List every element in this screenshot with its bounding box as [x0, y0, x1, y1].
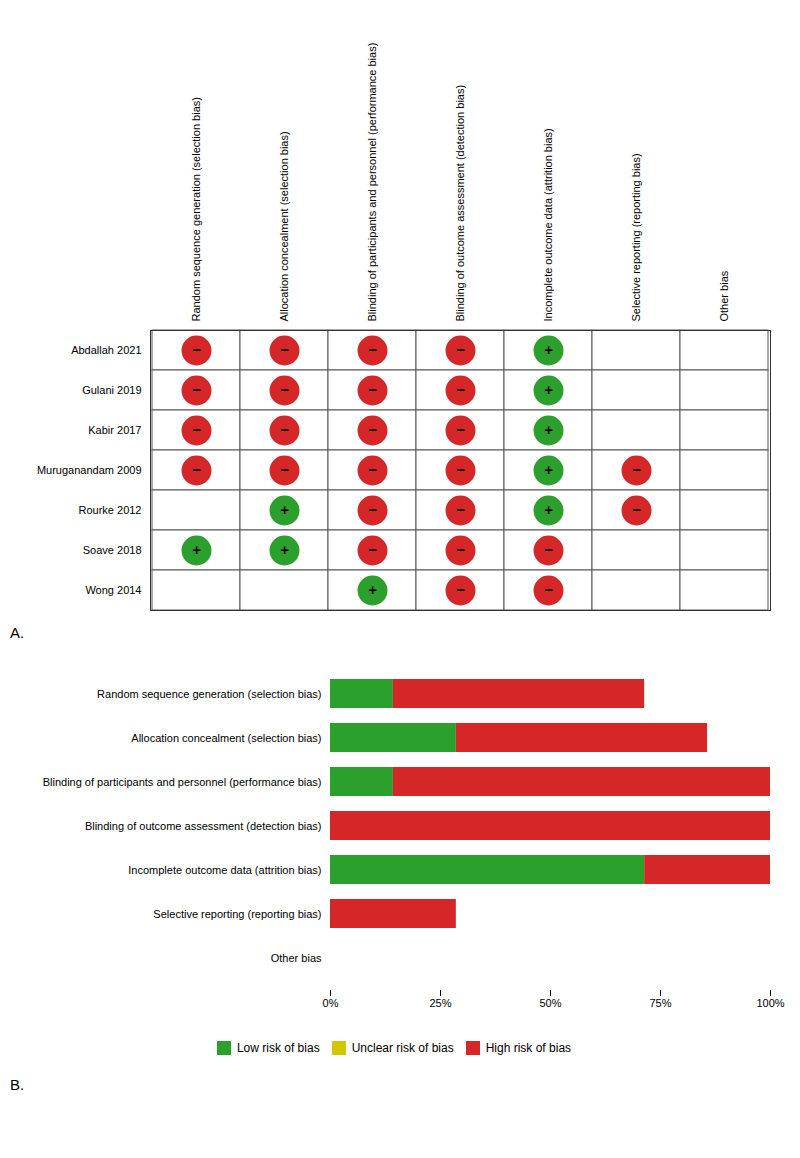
svg-text:Blinding of participants and p: Blinding of participants and personnel (… [43, 776, 322, 788]
svg-text:+: + [544, 501, 553, 518]
svg-text:−: − [280, 381, 289, 398]
svg-text:−: − [456, 581, 465, 598]
svg-text:Rourke 2012: Rourke 2012 [79, 504, 142, 516]
svg-text:Abdallah 2021: Abdallah 2021 [71, 344, 141, 356]
svg-text:−: − [368, 541, 377, 558]
svg-text:+: + [192, 541, 201, 558]
svg-text:−: − [456, 421, 465, 438]
svg-text:Gulani 2019: Gulani 2019 [82, 384, 141, 396]
svg-text:−: − [456, 381, 465, 398]
svg-text:Soave 2018: Soave 2018 [83, 544, 142, 556]
svg-text:+: + [544, 461, 553, 478]
html-text:High risk of bias: High risk of bias [485, 1040, 572, 1055]
svg-text:Other bias: Other bias [271, 952, 322, 964]
svg-text:−: − [456, 541, 465, 558]
html-text:A.: A. [10, 624, 25, 641]
svg-text:−: − [544, 581, 553, 598]
svg-text:+: + [544, 421, 553, 438]
svg-text:−: − [456, 461, 465, 478]
svg-text:−: − [280, 421, 289, 438]
svg-text:−: − [280, 461, 289, 478]
svg-text:+: + [280, 501, 289, 518]
svg-text:+: + [368, 581, 377, 598]
svg-text:Random sequence generation (se: Random sequence generation (selection bi… [97, 688, 321, 700]
svg-text:−: − [192, 421, 201, 438]
svg-text:−: − [192, 461, 201, 478]
svg-text:−: − [368, 381, 377, 398]
svg-text:0%: 0% [323, 997, 339, 1009]
svg-text:−: − [192, 381, 201, 398]
svg-text:Blinding of outcome assessment: Blinding of outcome assessment (detectio… [85, 820, 322, 832]
svg-text:−: − [192, 341, 201, 358]
svg-text:+: + [280, 541, 289, 558]
html-text:Unclear risk of bias: Unclear risk of bias [351, 1040, 454, 1055]
svg-text:−: − [368, 461, 377, 478]
svg-text:Selective reporting (reporting: Selective reporting (reporting bias) [153, 908, 321, 920]
svg-text:−: − [368, 341, 377, 358]
svg-text:−: − [456, 501, 465, 518]
svg-text:Allocation concealment (select: Allocation concealment (selection bias) [131, 732, 321, 744]
svg-text:−: − [280, 341, 289, 358]
svg-text:Wong 2014: Wong 2014 [85, 584, 141, 596]
svg-text:Kabir 2017: Kabir 2017 [88, 424, 141, 436]
svg-text:+: + [544, 381, 553, 398]
svg-text:Other bias: Other bias [718, 270, 730, 321]
svg-text:+: + [544, 341, 553, 358]
svg-text:−: − [632, 501, 641, 518]
svg-text:100%: 100% [756, 997, 784, 1009]
html-text:Low risk of bias: Low risk of bias [236, 1040, 320, 1055]
svg-text:Blinding of outcome assessment: Blinding of outcome assessment (detectio… [454, 85, 466, 322]
svg-text:Random sequence generation (se: Random sequence generation (selection bi… [190, 97, 202, 321]
svg-text:−: − [456, 341, 465, 358]
svg-text:Incomplete outcome data (attri: Incomplete outcome data (attrition bias) [542, 128, 554, 321]
svg-text:−: − [368, 501, 377, 518]
svg-text:Muruganandam 2009: Muruganandam 2009 [37, 464, 142, 476]
svg-text:−: − [368, 421, 377, 438]
svg-text:Blinding of participants and p: Blinding of participants and personnel (… [366, 43, 378, 322]
svg-text:Incomplete outcome data (attri: Incomplete outcome data (attrition bias) [128, 864, 321, 876]
svg-text:25%: 25% [429, 997, 451, 1009]
svg-text:50%: 50% [539, 997, 561, 1009]
html-text:B.: B. [10, 1076, 25, 1093]
svg-text:−: − [544, 541, 553, 558]
svg-text:Selective reporting (reporting: Selective reporting (reporting bias) [630, 153, 642, 321]
svg-text:Allocation concealment (select: Allocation concealment (selection bias) [278, 131, 290, 321]
svg-text:−: − [632, 461, 641, 478]
svg-text:75%: 75% [649, 997, 671, 1009]
